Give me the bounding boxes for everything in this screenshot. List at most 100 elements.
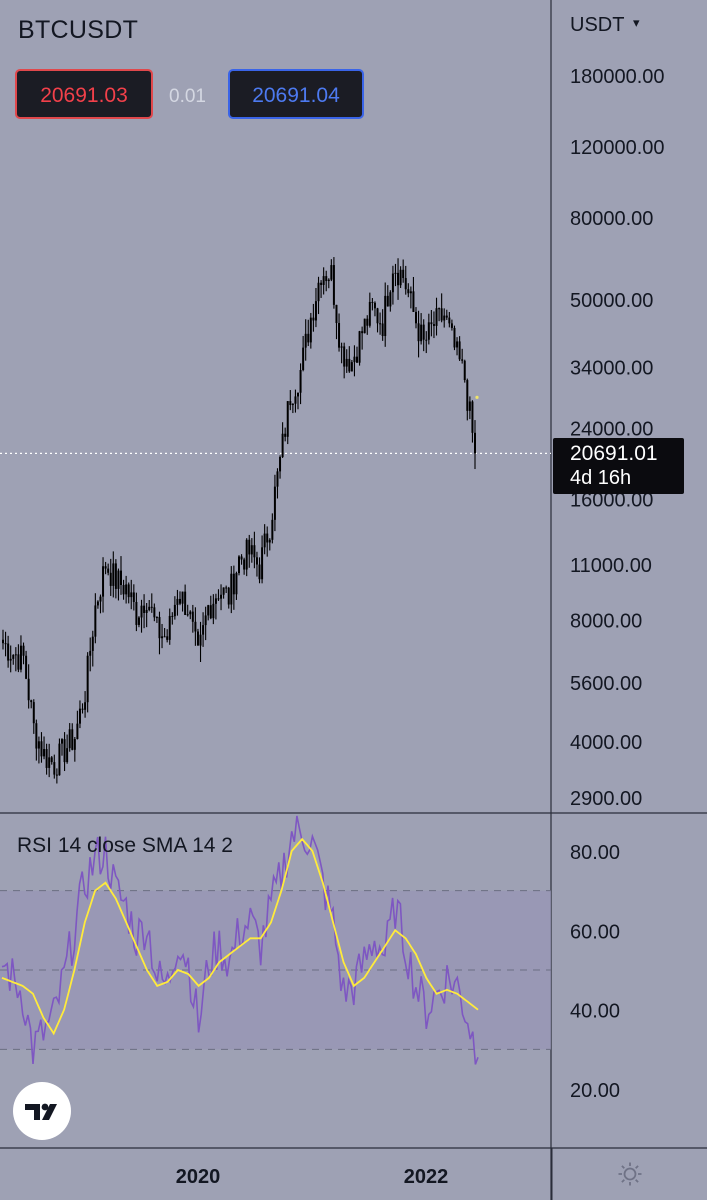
candle-body xyxy=(291,403,294,406)
candle-body xyxy=(297,392,299,397)
candle-body xyxy=(404,278,407,290)
candle-body xyxy=(166,636,169,640)
candle-body xyxy=(279,456,282,472)
candle-body xyxy=(189,611,192,615)
candle-body xyxy=(35,723,38,749)
candle-body xyxy=(43,749,46,757)
candle-body xyxy=(99,596,102,602)
candle-body xyxy=(155,617,158,619)
candle-body xyxy=(227,587,230,605)
candle-body xyxy=(145,609,148,613)
candle-body xyxy=(173,604,176,617)
last-price-value: 20691.01 xyxy=(570,442,658,465)
candle-body xyxy=(420,324,423,342)
candle-body xyxy=(163,636,166,638)
candle-body xyxy=(312,317,315,321)
sell-price-button[interactable]: 20691.03 xyxy=(15,69,153,119)
candle-body xyxy=(194,621,197,632)
candle-body xyxy=(238,556,240,574)
candle-body xyxy=(96,601,99,606)
price-tick-label: 24000.00 xyxy=(570,418,653,440)
candle-body xyxy=(112,563,115,586)
candle-body xyxy=(240,556,243,560)
time-tick-label: 2022 xyxy=(404,1166,449,1188)
candle-body xyxy=(73,738,76,750)
candle-body xyxy=(394,272,397,274)
candle-body xyxy=(422,324,425,340)
candle-body xyxy=(330,265,333,280)
time-tick-label: 2020 xyxy=(176,1166,221,1188)
candle-body xyxy=(140,605,143,618)
candle-body xyxy=(91,636,94,651)
candle-body xyxy=(391,273,394,293)
candle-body xyxy=(53,762,56,775)
candle-body xyxy=(412,291,415,312)
candle-body xyxy=(353,356,356,363)
candle-body xyxy=(273,486,276,520)
candle-body xyxy=(4,643,7,645)
candle-body xyxy=(135,601,138,625)
candle-body xyxy=(202,625,205,635)
candle-body xyxy=(171,615,174,617)
candle-body xyxy=(317,282,320,302)
candle-body xyxy=(45,749,48,768)
candle-body xyxy=(148,606,151,610)
candle-body xyxy=(348,358,351,372)
price-tick-label: 80000.00 xyxy=(570,208,653,230)
rsi-tick-label: 20.00 xyxy=(570,1080,620,1102)
candle-body xyxy=(68,729,71,749)
candle-body xyxy=(207,605,210,616)
candle-body xyxy=(130,592,133,598)
price-tick-label: 8000.00 xyxy=(570,611,642,633)
candle-body xyxy=(409,291,412,294)
currency-selector[interactable]: USDT xyxy=(570,14,625,36)
candle-body xyxy=(66,748,69,763)
candle-body xyxy=(425,339,428,341)
candle-body xyxy=(50,757,53,763)
candle-body xyxy=(30,700,33,703)
price-tick-label: 50000.00 xyxy=(570,290,653,312)
candle-body xyxy=(299,370,302,393)
candle-body xyxy=(286,401,289,437)
candle-body xyxy=(440,308,443,321)
candle-body xyxy=(32,702,35,724)
candle-body xyxy=(181,591,184,604)
buy-price-button[interactable]: 20691.04 xyxy=(228,69,364,119)
candle-body xyxy=(158,617,161,639)
candle-body xyxy=(376,308,379,324)
candle-body xyxy=(17,654,20,670)
candle-body xyxy=(435,308,438,326)
candle-body xyxy=(232,573,235,595)
candle-body xyxy=(12,654,15,659)
candle-body xyxy=(243,559,246,570)
candle-body xyxy=(307,333,310,343)
symbol-title[interactable]: BTCUSDT xyxy=(18,16,139,44)
candle-body xyxy=(443,315,446,321)
candle-body xyxy=(109,572,112,586)
rsi-sma-line xyxy=(1,837,479,1036)
candle-body xyxy=(61,739,63,744)
candle-body xyxy=(125,584,128,595)
spread-value: 0.01 xyxy=(169,86,206,107)
chevron-down-icon[interactable]: ▾ xyxy=(633,15,640,30)
candle-body xyxy=(37,741,40,749)
candle-body xyxy=(466,380,469,411)
candle-body xyxy=(168,615,171,640)
candle-body xyxy=(214,598,217,604)
candle-body xyxy=(345,358,348,367)
settings-icon[interactable] xyxy=(616,1160,644,1188)
rsi-indicator-label[interactable]: RSI 14 close SMA 14 2 xyxy=(17,834,233,857)
candle-body xyxy=(40,741,43,757)
candle-body xyxy=(217,598,220,600)
candle-body xyxy=(268,539,271,543)
rsi-tick-label: 80.00 xyxy=(570,842,620,864)
candle-body xyxy=(120,570,122,585)
candle-body xyxy=(450,323,453,328)
candle-body xyxy=(320,282,323,285)
candle-body xyxy=(89,650,92,656)
candle-body xyxy=(255,557,258,565)
candle-body xyxy=(114,563,117,589)
candle-body xyxy=(104,566,107,569)
candle-body xyxy=(322,276,325,285)
